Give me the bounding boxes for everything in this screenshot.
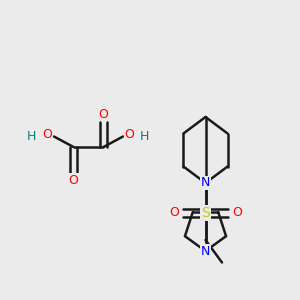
Text: S: S <box>201 206 210 220</box>
Text: O: O <box>232 206 242 220</box>
Text: H: H <box>27 130 36 143</box>
Text: H: H <box>140 130 149 143</box>
Text: O: O <box>69 173 78 187</box>
Text: O: O <box>99 107 108 121</box>
Text: O: O <box>43 128 52 142</box>
Text: N: N <box>201 176 210 190</box>
Text: N: N <box>201 244 210 258</box>
Text: O: O <box>169 206 179 220</box>
Text: O: O <box>125 128 134 142</box>
